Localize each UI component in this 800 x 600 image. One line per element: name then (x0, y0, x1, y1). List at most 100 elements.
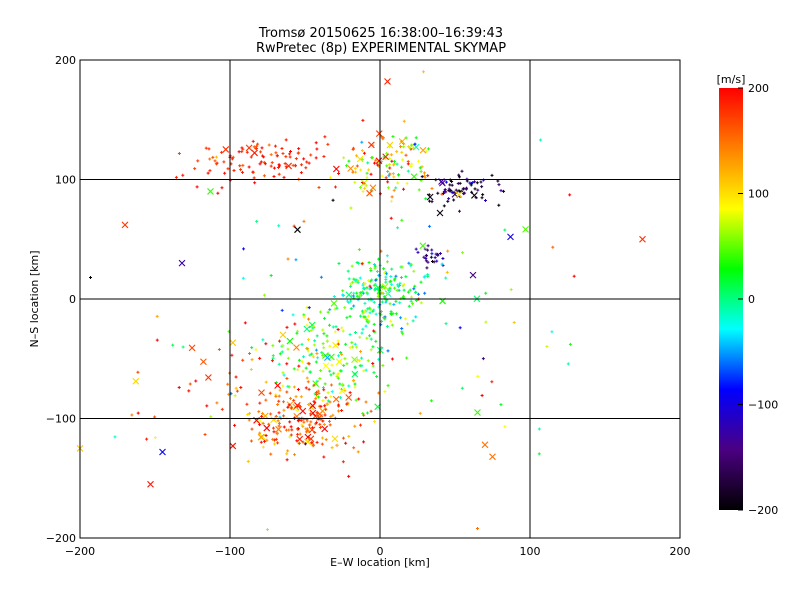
point-plus (373, 288, 377, 292)
point-plus (177, 152, 181, 156)
point-plus (245, 150, 249, 154)
point-plus (499, 403, 503, 407)
point-plus (285, 390, 289, 394)
point-plus (420, 165, 424, 169)
point-plus (400, 330, 404, 334)
point-plus (297, 147, 301, 151)
point-plus (300, 423, 304, 427)
point-plus (380, 309, 384, 313)
colorbar-tick-label: −200 (748, 504, 778, 517)
point-plus (153, 415, 157, 419)
point-plus (208, 169, 212, 173)
point-plus (194, 379, 198, 383)
point-cross (375, 130, 383, 137)
point-plus (395, 162, 399, 166)
point-plus (155, 338, 159, 342)
point-plus (465, 186, 469, 190)
point-plus (360, 262, 364, 266)
point-plus (203, 432, 207, 436)
point-plus (341, 460, 345, 464)
point-plus (322, 423, 326, 427)
point-plus (353, 366, 357, 370)
point-cross (132, 377, 140, 385)
point-plus (426, 260, 430, 264)
point-plus (392, 302, 396, 306)
point-plus (395, 288, 399, 292)
point-cross (159, 448, 166, 456)
point-plus (246, 413, 250, 417)
point-plus (258, 423, 262, 427)
point-cross (275, 425, 282, 433)
point-plus (422, 171, 426, 175)
point-cross (251, 149, 258, 157)
point-plus (269, 273, 273, 277)
point-plus (302, 157, 306, 161)
point-plus (435, 259, 439, 263)
point-plus (471, 181, 475, 185)
point-plus (368, 311, 372, 315)
point-plus (322, 388, 326, 392)
point-plus (418, 166, 422, 170)
point-plus (250, 427, 254, 431)
point-plus (413, 284, 417, 288)
point-plus (307, 387, 311, 391)
point-plus (302, 219, 306, 223)
point-plus (324, 438, 328, 442)
point-plus (380, 291, 384, 295)
y-tick-label: −100 (46, 413, 76, 426)
point-plus (232, 169, 236, 173)
point-plus (314, 360, 318, 364)
point-plus (349, 282, 353, 286)
point-plus (473, 187, 477, 191)
point-plus (440, 192, 444, 196)
point-plus (284, 138, 288, 142)
point-plus (482, 178, 486, 182)
point-plus (309, 153, 313, 157)
point-plus (296, 387, 300, 391)
point-plus (426, 244, 430, 248)
point-cross (345, 291, 353, 299)
point-plus (281, 371, 285, 375)
point-plus (322, 346, 326, 350)
point-plus (368, 306, 372, 310)
point-plus (372, 161, 376, 165)
point-plus (385, 272, 389, 276)
point-plus (305, 323, 309, 327)
point-plus (357, 261, 361, 265)
point-plus (418, 411, 422, 415)
colorbar-tick-label: 200 (748, 82, 769, 95)
point-plus (370, 156, 374, 160)
point-plus (188, 382, 192, 386)
point-plus (241, 170, 245, 174)
point-plus (416, 159, 420, 163)
point-plus (358, 185, 362, 189)
point-plus (287, 428, 291, 432)
point-plus (215, 401, 219, 405)
point-plus (380, 300, 384, 304)
point-plus (264, 434, 268, 438)
point-cross (474, 409, 481, 416)
point-plus (476, 188, 480, 192)
point-plus (394, 312, 398, 316)
point-plus (436, 191, 440, 195)
point-plus (373, 420, 377, 424)
point-plus (424, 149, 428, 153)
point-plus (323, 404, 327, 408)
point-plus (304, 427, 308, 431)
point-plus (321, 342, 325, 346)
point-plus (426, 147, 430, 151)
point-plus (343, 389, 347, 393)
point-plus (289, 149, 293, 153)
point-plus (400, 218, 404, 222)
point-plus (463, 191, 467, 195)
point-plus (324, 396, 328, 400)
point-plus (195, 185, 199, 189)
point-plus (369, 267, 373, 271)
point-plus (342, 363, 346, 367)
point-plus (360, 157, 364, 161)
point-plus (271, 437, 275, 441)
point-plus (350, 341, 354, 345)
point-plus (364, 184, 368, 188)
point-plus (292, 385, 296, 389)
point-plus (258, 431, 262, 435)
